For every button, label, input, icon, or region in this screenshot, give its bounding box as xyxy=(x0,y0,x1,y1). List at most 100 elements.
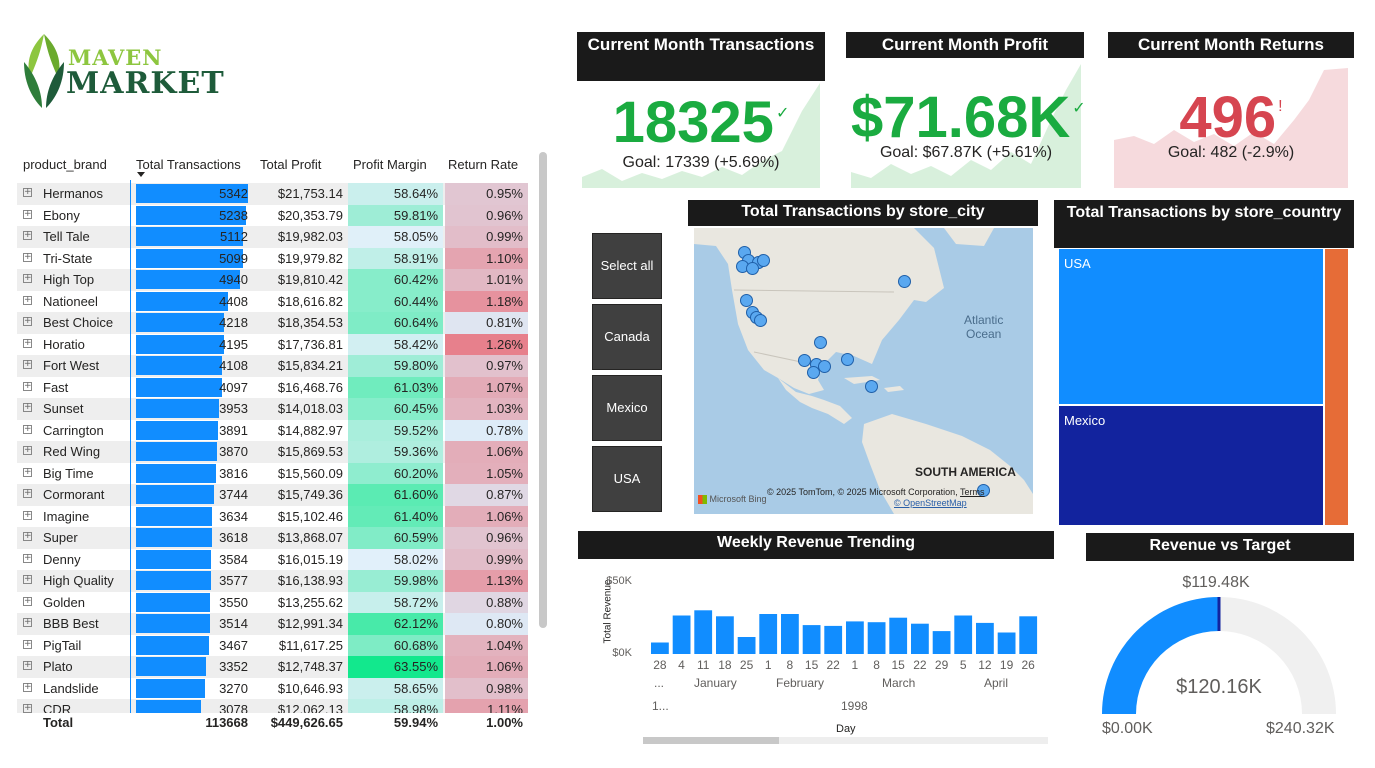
expand-icon[interactable]: + xyxy=(23,574,32,584)
table-row[interactable]: + Tell Tale 5112 $19,982.03 58.05% 0.99% xyxy=(17,226,528,248)
expand-icon[interactable]: + xyxy=(23,445,32,455)
table-row[interactable]: + Denny 3584 $16,015.19 58.02% 0.99% xyxy=(17,548,528,570)
revenue-bar[interactable] xyxy=(867,622,886,654)
city-marker[interactable] xyxy=(807,366,820,379)
expand-icon[interactable]: + xyxy=(23,337,32,348)
table-row[interactable]: + Red Wing 3870 $15,869.53 59.36% 1.06% xyxy=(17,441,528,463)
transactions-value: 5099 xyxy=(219,250,248,266)
table-row[interactable]: + Golden 3550 $13,255.62 58.72% 0.88% xyxy=(17,591,528,613)
table-row[interactable]: + BBB Best 3514 $12,991.34 62.12% 0.80% xyxy=(17,613,528,635)
revenue-bar[interactable] xyxy=(824,625,843,654)
table-row[interactable]: + High Top 4940 $19,810.42 60.42% 1.01% xyxy=(17,269,528,291)
city-marker[interactable] xyxy=(746,262,759,275)
slicer-select-all[interactable]: Select all xyxy=(592,233,662,299)
revenue-bar[interactable] xyxy=(737,637,756,654)
chart-scrollbar-thumb[interactable] xyxy=(643,737,779,744)
expand-icon[interactable]: + xyxy=(23,466,32,477)
expand-icon[interactable]: + xyxy=(23,294,32,305)
expand-icon[interactable]: + xyxy=(23,595,32,606)
expand-icon[interactable]: + xyxy=(23,531,32,541)
city-marker[interactable] xyxy=(740,294,753,307)
header-profit-margin[interactable]: Profit Margin xyxy=(353,157,427,172)
expand-icon[interactable]: + xyxy=(23,380,32,391)
expand-icon[interactable]: + xyxy=(23,509,32,520)
table-row[interactable]: + Sunset 3953 $14,018.03 60.45% 1.03% xyxy=(17,398,528,420)
expand-icon[interactable]: + xyxy=(23,488,32,498)
table-row[interactable]: + Horatio 4195 $17,736.81 58.42% 1.26% xyxy=(17,333,528,355)
week-tick-label: 25 xyxy=(739,658,754,672)
city-marker[interactable] xyxy=(814,336,827,349)
osm-link[interactable]: © OpenStreetMap xyxy=(894,498,967,508)
expand-icon[interactable]: + xyxy=(23,208,32,219)
slicer-usa[interactable]: USA xyxy=(592,446,662,512)
table-row[interactable]: + Plato 3352 $12,748.37 63.55% 1.06% xyxy=(17,656,528,678)
expand-icon[interactable]: + xyxy=(23,402,32,412)
table-row[interactable]: + PigTail 3467 $11,617.25 60.68% 1.04% xyxy=(17,634,528,656)
treemap-cell-mexico[interactable]: Mexico xyxy=(1059,406,1323,525)
header-total-transactions[interactable]: Total Transactions xyxy=(136,157,241,172)
city-marker[interactable] xyxy=(818,360,831,373)
expand-icon[interactable]: + xyxy=(23,251,32,262)
revenue-bar[interactable] xyxy=(781,614,799,654)
table-row[interactable]: + High Quality 3577 $16,138.93 59.98% 1.13% xyxy=(17,570,528,592)
revenue-bar[interactable] xyxy=(1019,616,1038,654)
table-row[interactable]: + Landslide 3270 $10,646.93 58.65% 0.98% xyxy=(17,677,528,699)
revenue-bar[interactable] xyxy=(997,632,1016,655)
city-marker[interactable] xyxy=(865,380,878,393)
table-row[interactable]: + Nationeel 4408 $18,616.82 60.44% 1.18% xyxy=(17,290,528,312)
expand-icon[interactable]: + xyxy=(23,359,32,369)
table-row[interactable]: + Tri-State 5099 $19,979.82 58.91% 1.10% xyxy=(17,247,528,269)
revenue-bar[interactable] xyxy=(672,615,691,655)
slicer-mexico[interactable]: Mexico xyxy=(592,375,662,441)
revenue-bar[interactable] xyxy=(889,617,908,654)
header-product-brand[interactable]: product_brand xyxy=(23,157,107,172)
leaf-icon xyxy=(24,34,64,108)
city-map[interactable]: Atlantic Ocean SOUTH AMERICA Microsoft B… xyxy=(694,228,1033,514)
table-row[interactable]: + Ebony 5238 $20,353.79 59.81% 0.96% xyxy=(17,204,528,226)
table-row[interactable]: + Big Time 3816 $15,560.09 60.20% 1.05% xyxy=(17,462,528,484)
revenue-bar[interactable] xyxy=(759,614,778,654)
header-return-rate[interactable]: Return Rate xyxy=(448,157,519,172)
expand-icon[interactable]: + xyxy=(23,423,32,434)
expand-icon[interactable]: + xyxy=(23,660,32,670)
city-marker[interactable] xyxy=(977,484,990,497)
header-total-profit[interactable]: Total Profit xyxy=(260,157,322,172)
expand-icon[interactable]: + xyxy=(23,552,32,563)
table-row[interactable]: + Fort West 4108 $15,834.21 59.80% 0.97% xyxy=(17,355,528,377)
table-row[interactable]: + Best Choice 4218 $18,354.53 60.64% 0.81% xyxy=(17,312,528,334)
check-icon: ✓ xyxy=(1072,100,1086,117)
table-row[interactable]: + Cormorant 3744 $15,749.36 61.60% 0.87% xyxy=(17,484,528,506)
table-row[interactable]: + Super 3618 $13,868.07 60.59% 0.96% xyxy=(17,527,528,549)
map-terms-link[interactable]: Terms xyxy=(960,487,985,497)
expand-icon[interactable]: + xyxy=(23,273,32,283)
city-marker[interactable] xyxy=(841,353,854,366)
expand-icon[interactable]: + xyxy=(23,638,32,649)
expand-icon[interactable]: + xyxy=(23,703,32,713)
city-marker[interactable] xyxy=(754,314,767,327)
city-marker[interactable] xyxy=(898,275,911,288)
revenue-bar[interactable] xyxy=(846,621,864,654)
revenue-bar[interactable] xyxy=(716,616,734,654)
table-row[interactable]: + Carrington 3891 $14,882.97 59.52% 0.78% xyxy=(17,419,528,441)
chart-scrollbar-track[interactable] xyxy=(643,737,1048,744)
slicer-canada[interactable]: Canada xyxy=(592,304,662,370)
revenue-bar[interactable] xyxy=(651,642,669,655)
expand-icon[interactable]: + xyxy=(23,681,32,692)
matrix-scrollbar[interactable] xyxy=(539,152,547,628)
table-row[interactable]: + Imagine 3634 $15,102.46 61.40% 1.06% xyxy=(17,505,528,527)
revenue-bar[interactable] xyxy=(694,610,713,654)
revenue-bar[interactable] xyxy=(976,622,994,654)
table-row[interactable]: + Hermanos 5342 $21,753.14 58.64% 0.95% xyxy=(17,183,528,205)
table-row[interactable]: + Fast 4097 $16,468.76 61.03% 1.07% xyxy=(17,376,528,398)
treemap-cell-canada[interactable] xyxy=(1325,249,1348,525)
expand-icon[interactable]: + xyxy=(23,617,32,627)
revenue-bar[interactable] xyxy=(802,625,821,654)
revenue-bar[interactable] xyxy=(954,615,973,655)
city-marker[interactable] xyxy=(757,254,770,267)
revenue-bar[interactable] xyxy=(932,631,951,654)
expand-icon[interactable]: + xyxy=(23,187,32,197)
expand-icon[interactable]: + xyxy=(23,230,32,240)
treemap-cell-usa[interactable]: USA xyxy=(1059,249,1323,404)
expand-icon[interactable]: + xyxy=(23,316,32,326)
revenue-bar[interactable] xyxy=(911,623,929,654)
